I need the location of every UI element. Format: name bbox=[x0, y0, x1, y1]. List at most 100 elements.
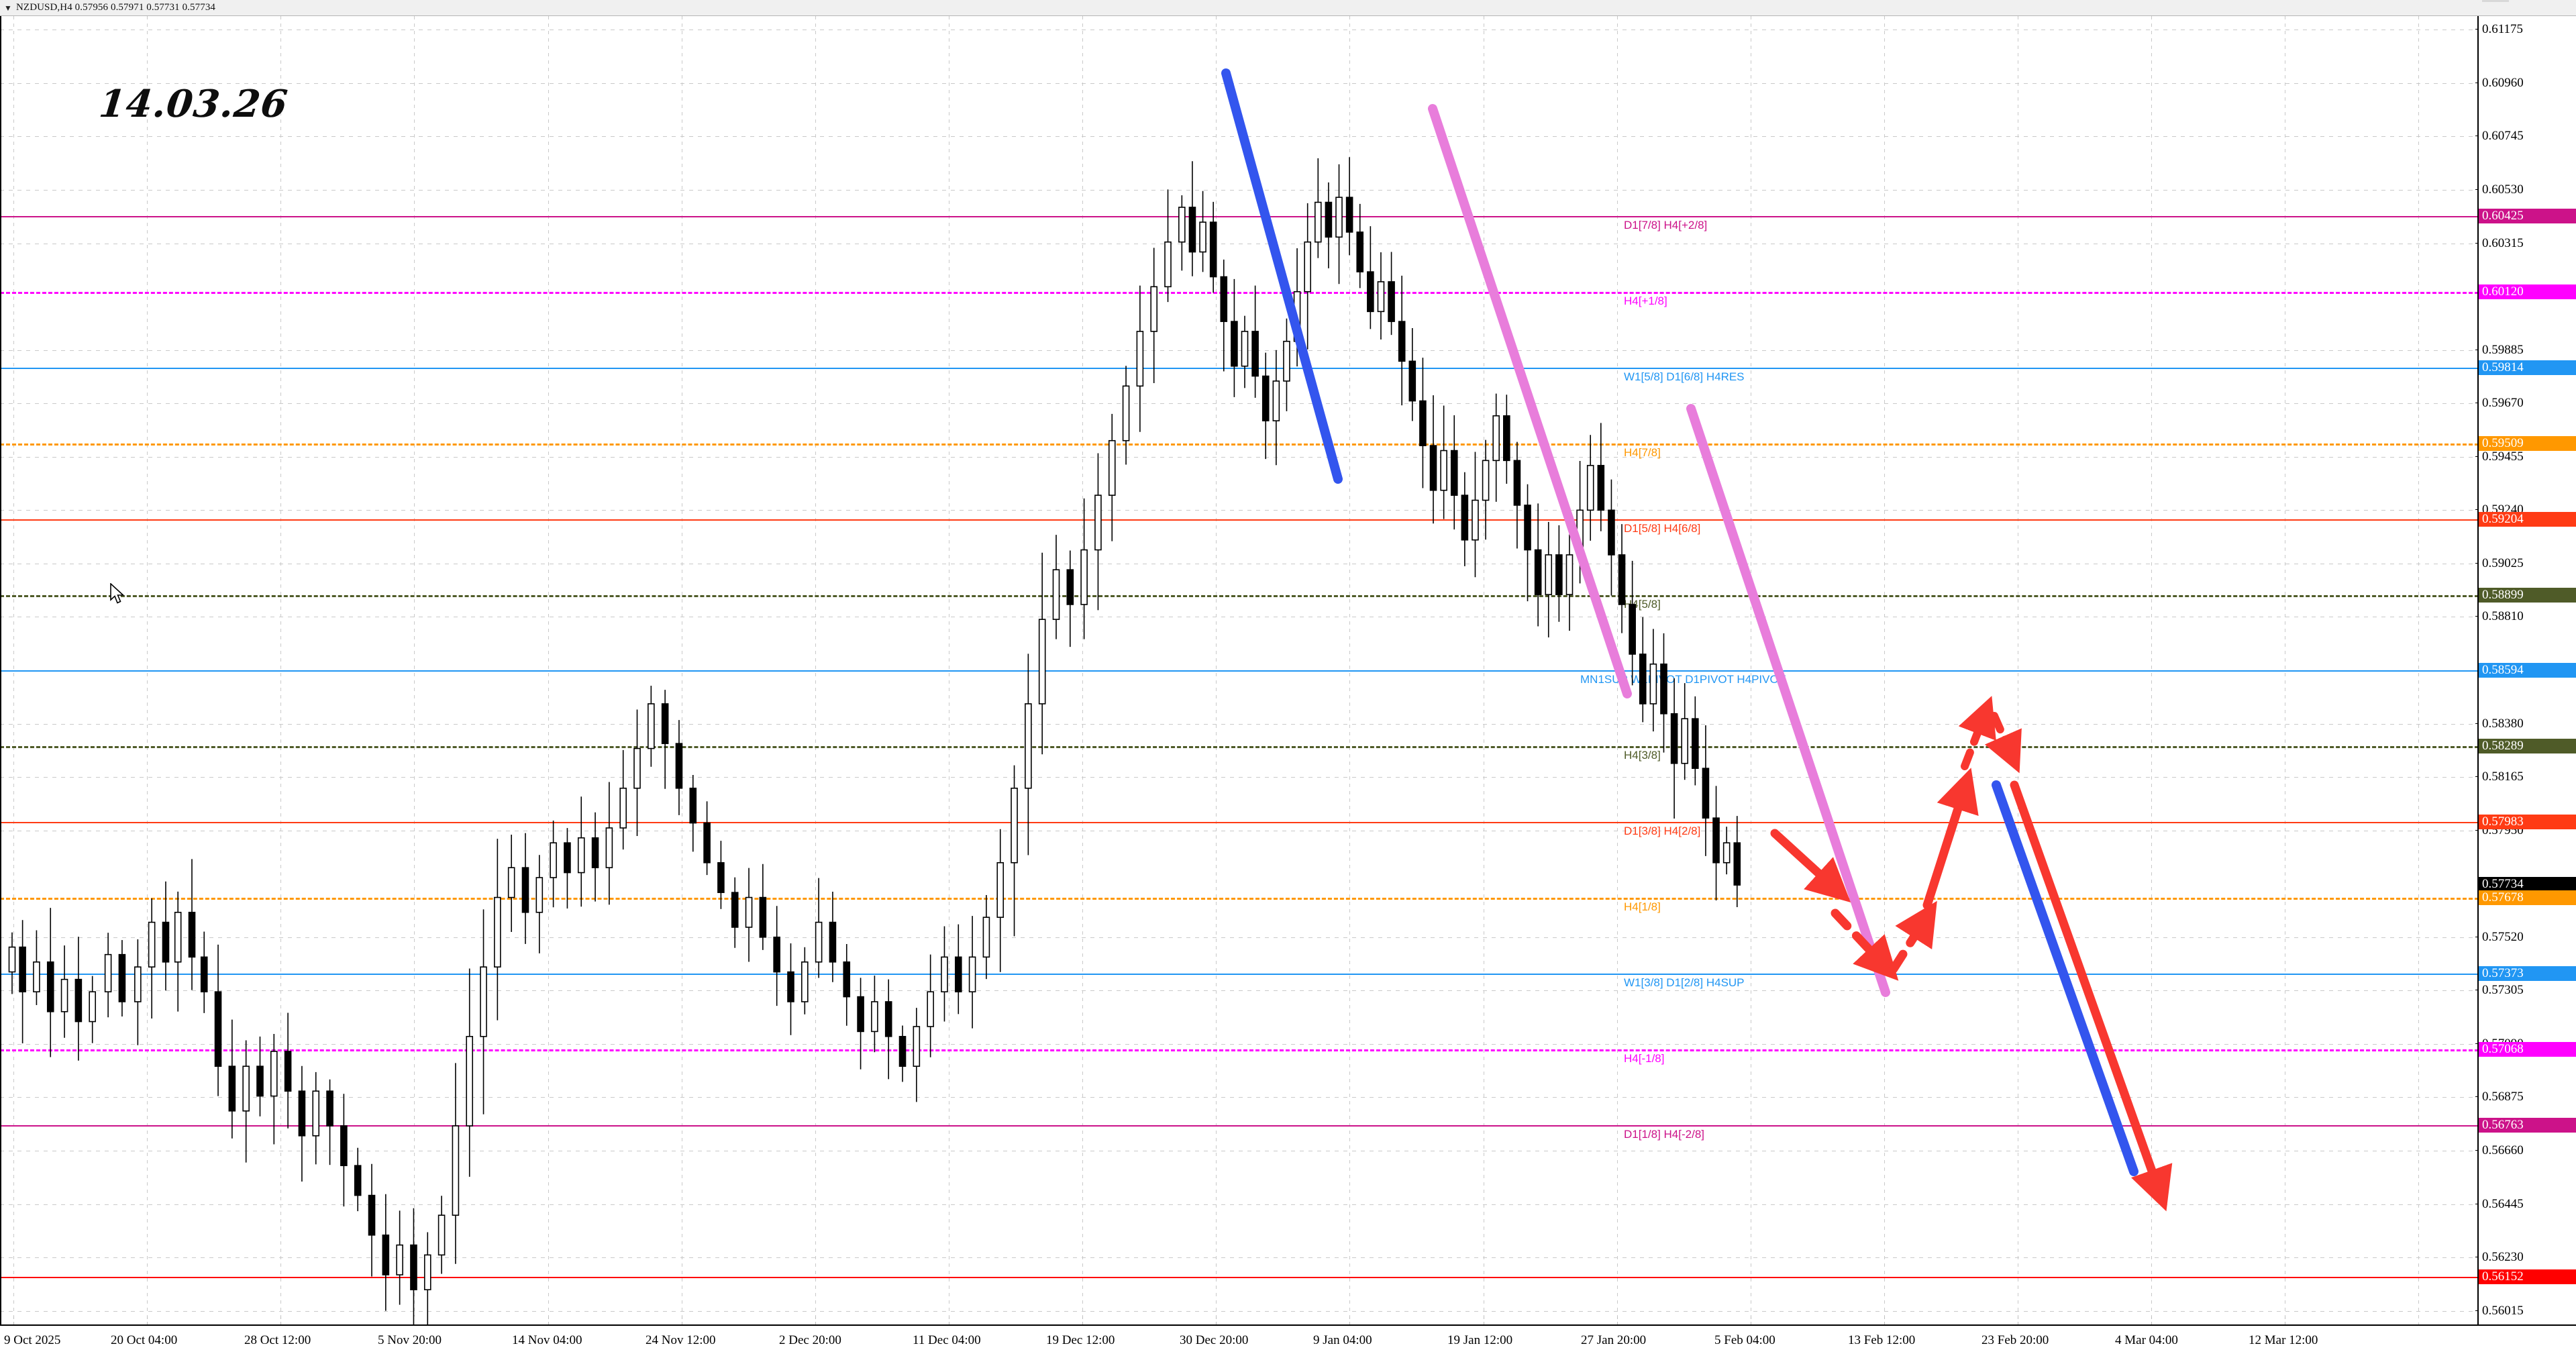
price-highlight-label: 0.57734 bbox=[2479, 877, 2576, 892]
time-tick-label: 19 Jan 12:00 bbox=[1447, 1333, 1513, 1347]
time-tick-label: 13 Feb 12:00 bbox=[1848, 1333, 1916, 1347]
price-tick-label: 0.58810 bbox=[2475, 609, 2576, 624]
price-tick-label: 0.56660 bbox=[2475, 1143, 2576, 1158]
symbol-ohlc-label: NZDUSD,H4 0.57956 0.57971 0.57731 0.5773… bbox=[16, 2, 216, 13]
price-highlight-label: 0.56152 bbox=[2479, 1269, 2576, 1284]
level-label: D1[5/8] H4[6/8] bbox=[1624, 522, 1701, 535]
candlestick bbox=[1597, 423, 1605, 531]
candlestick bbox=[1482, 439, 1490, 540]
candlestick bbox=[1503, 395, 1510, 484]
horizontal-gridline bbox=[0, 1311, 2479, 1312]
horizontal-gridline bbox=[0, 724, 2479, 725]
time-tick-label: 14 Nov 04:00 bbox=[512, 1333, 582, 1347]
candlestick bbox=[1388, 252, 1395, 335]
chart-plot-area[interactable]: D1[7/8] H4[+2/8] H4[+1/8] W1[5/8] D1[6/8] … bbox=[0, 16, 2479, 1324]
candlestick bbox=[521, 833, 529, 944]
horizontal-gridline bbox=[0, 1257, 2479, 1258]
price-tick-label: 0.58165 bbox=[2475, 770, 2576, 784]
candlestick bbox=[1136, 285, 1144, 432]
price-highlight-label: 0.58899 bbox=[2479, 588, 2576, 603]
candlestick bbox=[228, 1019, 236, 1139]
candlestick bbox=[787, 943, 794, 1035]
price-highlight-label: 0.56763 bbox=[2479, 1118, 2576, 1133]
plot-right-border bbox=[2477, 0, 2479, 1324]
candlestick bbox=[1576, 460, 1584, 584]
candlestick bbox=[494, 839, 501, 1021]
candlestick bbox=[898, 1025, 907, 1082]
candlestick bbox=[60, 945, 68, 1038]
candlestick bbox=[256, 1036, 264, 1116]
candlestick bbox=[46, 908, 54, 1057]
candlestick bbox=[1670, 678, 1678, 819]
level-line-d118 bbox=[0, 1125, 2479, 1127]
candlestick bbox=[1492, 393, 1500, 502]
candlestick bbox=[982, 894, 990, 980]
time-tick-label: 9 Oct 2025 bbox=[4, 1333, 61, 1347]
candlestick bbox=[1534, 503, 1542, 627]
time-tick-label: 11 Dec 04:00 bbox=[913, 1333, 981, 1347]
candlestick bbox=[1450, 415, 1458, 530]
candlestick bbox=[1702, 725, 1710, 856]
triangle-down-icon[interactable]: ▼ bbox=[4, 3, 12, 13]
candlestick bbox=[1283, 318, 1290, 411]
candlestick bbox=[74, 937, 83, 1061]
candlestick bbox=[815, 878, 823, 978]
candlestick bbox=[1011, 765, 1018, 937]
candlestick bbox=[507, 835, 515, 932]
candlestick bbox=[298, 1065, 306, 1182]
horizontal-gridline bbox=[0, 990, 2479, 991]
level-label: D1[1/8] H4[-2/8] bbox=[1624, 1128, 1705, 1141]
candlestick bbox=[1608, 479, 1615, 596]
candlestick bbox=[368, 1163, 376, 1277]
candlestick bbox=[1220, 259, 1228, 372]
candlestick bbox=[829, 892, 837, 982]
candlestick bbox=[954, 924, 962, 1014]
price-tick-label: 0.60315 bbox=[2475, 236, 2576, 251]
candlestick bbox=[1314, 158, 1322, 258]
time-tick-label: 4 Mar 04:00 bbox=[2115, 1333, 2178, 1347]
candlestick bbox=[162, 881, 170, 991]
level-label: W1[5/8] D1[6/8] H4RES bbox=[1624, 370, 1745, 383]
candlestick bbox=[675, 720, 683, 815]
price-scale[interactable]: 0.61175 0.60960 0.60745 0.60530 0.60315 0.598… bbox=[2475, 16, 2576, 1324]
price-tick-label: 0.61175 bbox=[2475, 22, 2576, 37]
price-tick-label: 0.56230 bbox=[2475, 1250, 2576, 1265]
price-highlight-label: 0.57068 bbox=[2479, 1042, 2576, 1057]
time-tick-mark bbox=[815, 1316, 816, 1324]
candlestick bbox=[242, 1040, 250, 1163]
candlestick bbox=[340, 1094, 348, 1207]
candlestick bbox=[1356, 203, 1364, 289]
time-tick-mark bbox=[1082, 1316, 1083, 1324]
level-line-mn1sup bbox=[0, 670, 2479, 672]
price-tick-label: 0.59885 bbox=[2475, 343, 2576, 358]
candlestick bbox=[1164, 189, 1172, 303]
candlestick bbox=[19, 920, 26, 1043]
candlestick bbox=[1178, 195, 1186, 271]
price-tick-label: 0.56875 bbox=[2475, 1090, 2576, 1104]
candlestick bbox=[550, 820, 557, 908]
candlestick bbox=[1122, 366, 1130, 465]
horizontal-gridline bbox=[0, 937, 2479, 938]
level-label: H4[-1/8] bbox=[1624, 1052, 1665, 1065]
candlestick bbox=[801, 947, 809, 1014]
price-tick-label: 0.60960 bbox=[2475, 76, 2576, 91]
candlestick bbox=[731, 877, 739, 948]
candlestick bbox=[214, 944, 222, 1096]
candlestick bbox=[927, 954, 934, 1057]
horizontal-gridline bbox=[0, 1097, 2479, 1098]
price-highlight-label: 0.57373 bbox=[2479, 966, 2576, 981]
candlestick bbox=[466, 968, 474, 1177]
candlestick bbox=[134, 939, 142, 1045]
candlestick bbox=[1429, 395, 1437, 524]
candlestick bbox=[759, 864, 767, 950]
horizontal-gridline bbox=[0, 777, 2479, 778]
candlestick-series bbox=[8, 157, 1741, 1324]
time-tick-label: 9 Jan 04:00 bbox=[1313, 1333, 1372, 1347]
candlestick bbox=[200, 931, 208, 1013]
candlestick bbox=[1722, 827, 1731, 875]
candlestick bbox=[1524, 484, 1531, 602]
time-scale[interactable]: 9 Oct 2025 20 Oct 04:00 28 Oct 12:00 5 Nov … bbox=[0, 1316, 2576, 1356]
candlestick bbox=[1261, 352, 1270, 460]
level-line-d158 bbox=[0, 519, 2479, 521]
